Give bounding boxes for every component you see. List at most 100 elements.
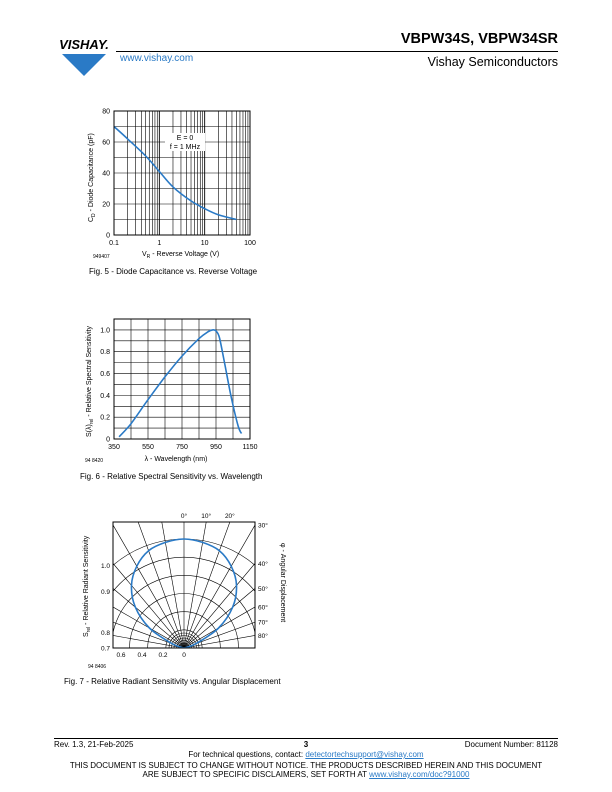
y-axis-label: S(λ)rel - Relative Spectral Sensitivity — [86, 326, 95, 437]
part-numbers: VBPW34S, VBPW34SR — [400, 31, 558, 47]
angle-axis-label: φ - Angular Displacement — [279, 543, 286, 622]
grid-ray — [183, 606, 255, 648]
x-tick-label: 550 — [142, 444, 154, 451]
figure-6-chart: 350 550 750 950 1150 0 0.2 0.4 0.6 0.8 1.0 λ - Wa… — [85, 318, 258, 464]
annotation-line-1: E = 0 — [177, 135, 194, 142]
x-tick-label: 950 — [210, 444, 222, 451]
annotation-line-2: f = 1 MHz — [170, 144, 201, 151]
x-tick-label: 750 — [176, 444, 188, 451]
x-tick-label: 350 — [108, 444, 120, 451]
x-axis-label: λ - Wavelength (nm) — [145, 456, 208, 463]
series-line — [113, 125, 237, 221]
angle-label: 40° — [258, 560, 268, 568]
tech-support-email-link[interactable]: detectortechsupport@vishay.com — [305, 750, 424, 759]
bottom-tick-label: 0.2 — [158, 652, 167, 659]
angle-label: 60° — [258, 604, 268, 612]
grid-ray — [137, 522, 185, 648]
angle-label: 80° — [258, 632, 268, 640]
y-tick-label: 40 — [102, 171, 110, 178]
grid-ray — [183, 522, 231, 648]
bottom-tick-label: 0 — [182, 652, 186, 659]
website-link[interactable]: www.vishay.com — [120, 53, 194, 64]
radial-tick-label: 0.9 — [101, 589, 110, 596]
y-axis-label: Srel - Relative Radiant Sensitivity — [83, 535, 92, 637]
y-tick-label: 0.2 — [100, 415, 110, 422]
grid-ray — [183, 621, 255, 648]
company-name: Vishay Semiconductors — [427, 55, 558, 69]
angle-label: 10° — [201, 512, 211, 520]
x-tick-label: 1150 — [242, 444, 257, 451]
radial-tick-label: 0.8 — [101, 630, 110, 637]
y-tick-label: 0.6 — [100, 371, 110, 378]
figure-5-caption: Fig. 5 - Diode Capacitance vs. Reverse V… — [89, 267, 258, 276]
annotation-background — [165, 133, 205, 151]
chart-grid — [114, 319, 250, 439]
vishay-logo-text: VISHAY. — [59, 37, 109, 52]
y-tick-label: 1.0 — [100, 327, 110, 334]
plot-frame — [113, 318, 251, 440]
series-line — [118, 329, 243, 438]
y-tick-label: 0 — [106, 437, 110, 444]
angle-label: 70° — [258, 619, 268, 627]
side-angle-labels: 30° 40° 50° 60° 70° 80° — [258, 522, 268, 640]
grid-ray — [183, 588, 255, 648]
grid-ray — [113, 621, 185, 648]
grid-ray — [113, 562, 185, 648]
y-tick-label: 60 — [102, 140, 110, 147]
angle-label: 30° — [258, 522, 268, 530]
grid-ray — [113, 635, 185, 648]
figure-code: 949407 — [93, 254, 110, 260]
figure-7-caption: Fig. 7 - Relative Radiant Sensitivity vs… — [64, 677, 281, 686]
grid-ray — [113, 588, 185, 648]
y-tick-label: 0.8 — [100, 349, 110, 356]
figure-code: 94 8406 — [88, 664, 106, 670]
bottom-tick-label: 0.4 — [137, 652, 146, 659]
vishay-logo: VISHAY. — [59, 37, 109, 76]
angle-label: 20° — [225, 512, 235, 520]
grid-ray — [183, 562, 255, 648]
header-rule — [116, 51, 558, 52]
grid-ray — [113, 606, 185, 648]
x-tick-labels: 350 550 750 950 1150 — [108, 444, 257, 451]
radial-tick-labels: 1.0 0.9 0.8 0.7 — [101, 563, 110, 653]
chart-grid — [114, 111, 250, 235]
tech-contact: For technical questions, contact: detect… — [0, 750, 612, 759]
y-tick-label: 80 — [102, 109, 110, 116]
disclaimer-link[interactable]: www.vishay.com/doc?91000 — [369, 770, 470, 779]
y-axis-label: CD - Diode Capacitance (pF) — [88, 133, 97, 222]
radial-tick-label: 1.0 — [101, 563, 110, 570]
disclaimer-line-2: ARE SUBJECT TO SPECIFIC DISCLAIMERS, SET… — [0, 770, 612, 779]
footer-rule — [54, 738, 558, 739]
y-tick-label: 0 — [106, 233, 110, 240]
figure-code: 94 8420 — [85, 458, 103, 464]
grid-ray — [183, 522, 207, 648]
disclaimer-prefix: ARE SUBJECT TO SPECIFIC DISCLAIMERS, SET… — [142, 770, 370, 779]
bottom-tick-label: 0.6 — [116, 652, 125, 659]
top-angle-labels: 0° 10° 20° — [181, 512, 235, 520]
figure-6-caption: Fig. 6 - Relative Spectral Sensitivity v… — [80, 472, 263, 481]
grid-ray — [183, 524, 255, 648]
grid-ray — [113, 524, 185, 648]
angle-label: 0° — [181, 512, 188, 520]
y-tick-label: 20 — [102, 202, 110, 209]
figure-7-chart: 0° 10° 20° 30° 40° 50° 60° 70° 80° 1.0 0.9 0.8 0.7… — [83, 512, 286, 670]
figure-5-chart: E = 0 f = 1 MHz 0.1 1 10 100 0 20 40 60 80 VR -… — [88, 109, 256, 261]
x-tick-label: 1 — [157, 240, 161, 247]
disclaimer-line-1: THIS DOCUMENT IS SUBJECT TO CHANGE WITHO… — [69, 761, 543, 770]
vishay-logo-triangle — [62, 54, 106, 76]
radial-tick-label: 0.7 — [101, 646, 110, 653]
x-tick-labels: 0.1 1 10 100 — [109, 240, 256, 247]
grid-ray — [161, 522, 185, 648]
plot-frame — [112, 521, 256, 649]
tech-contact-prefix: For technical questions, contact: — [188, 750, 306, 759]
x-tick-label: 100 — [244, 240, 256, 247]
bottom-tick-labels: 0.6 0.4 0.2 0 — [116, 652, 186, 659]
series-line — [130, 538, 238, 648]
revision: Rev. 1.3, 21-Feb-2025 — [54, 740, 134, 749]
plot-frame — [113, 110, 251, 236]
x-tick-label: 10 — [201, 240, 209, 247]
y-tick-labels: 0 0.2 0.4 0.6 0.8 1.0 — [100, 327, 110, 443]
angle-label: 50° — [258, 585, 268, 593]
page-number: 3 — [303, 740, 309, 749]
x-tick-label: 0.1 — [109, 240, 119, 247]
